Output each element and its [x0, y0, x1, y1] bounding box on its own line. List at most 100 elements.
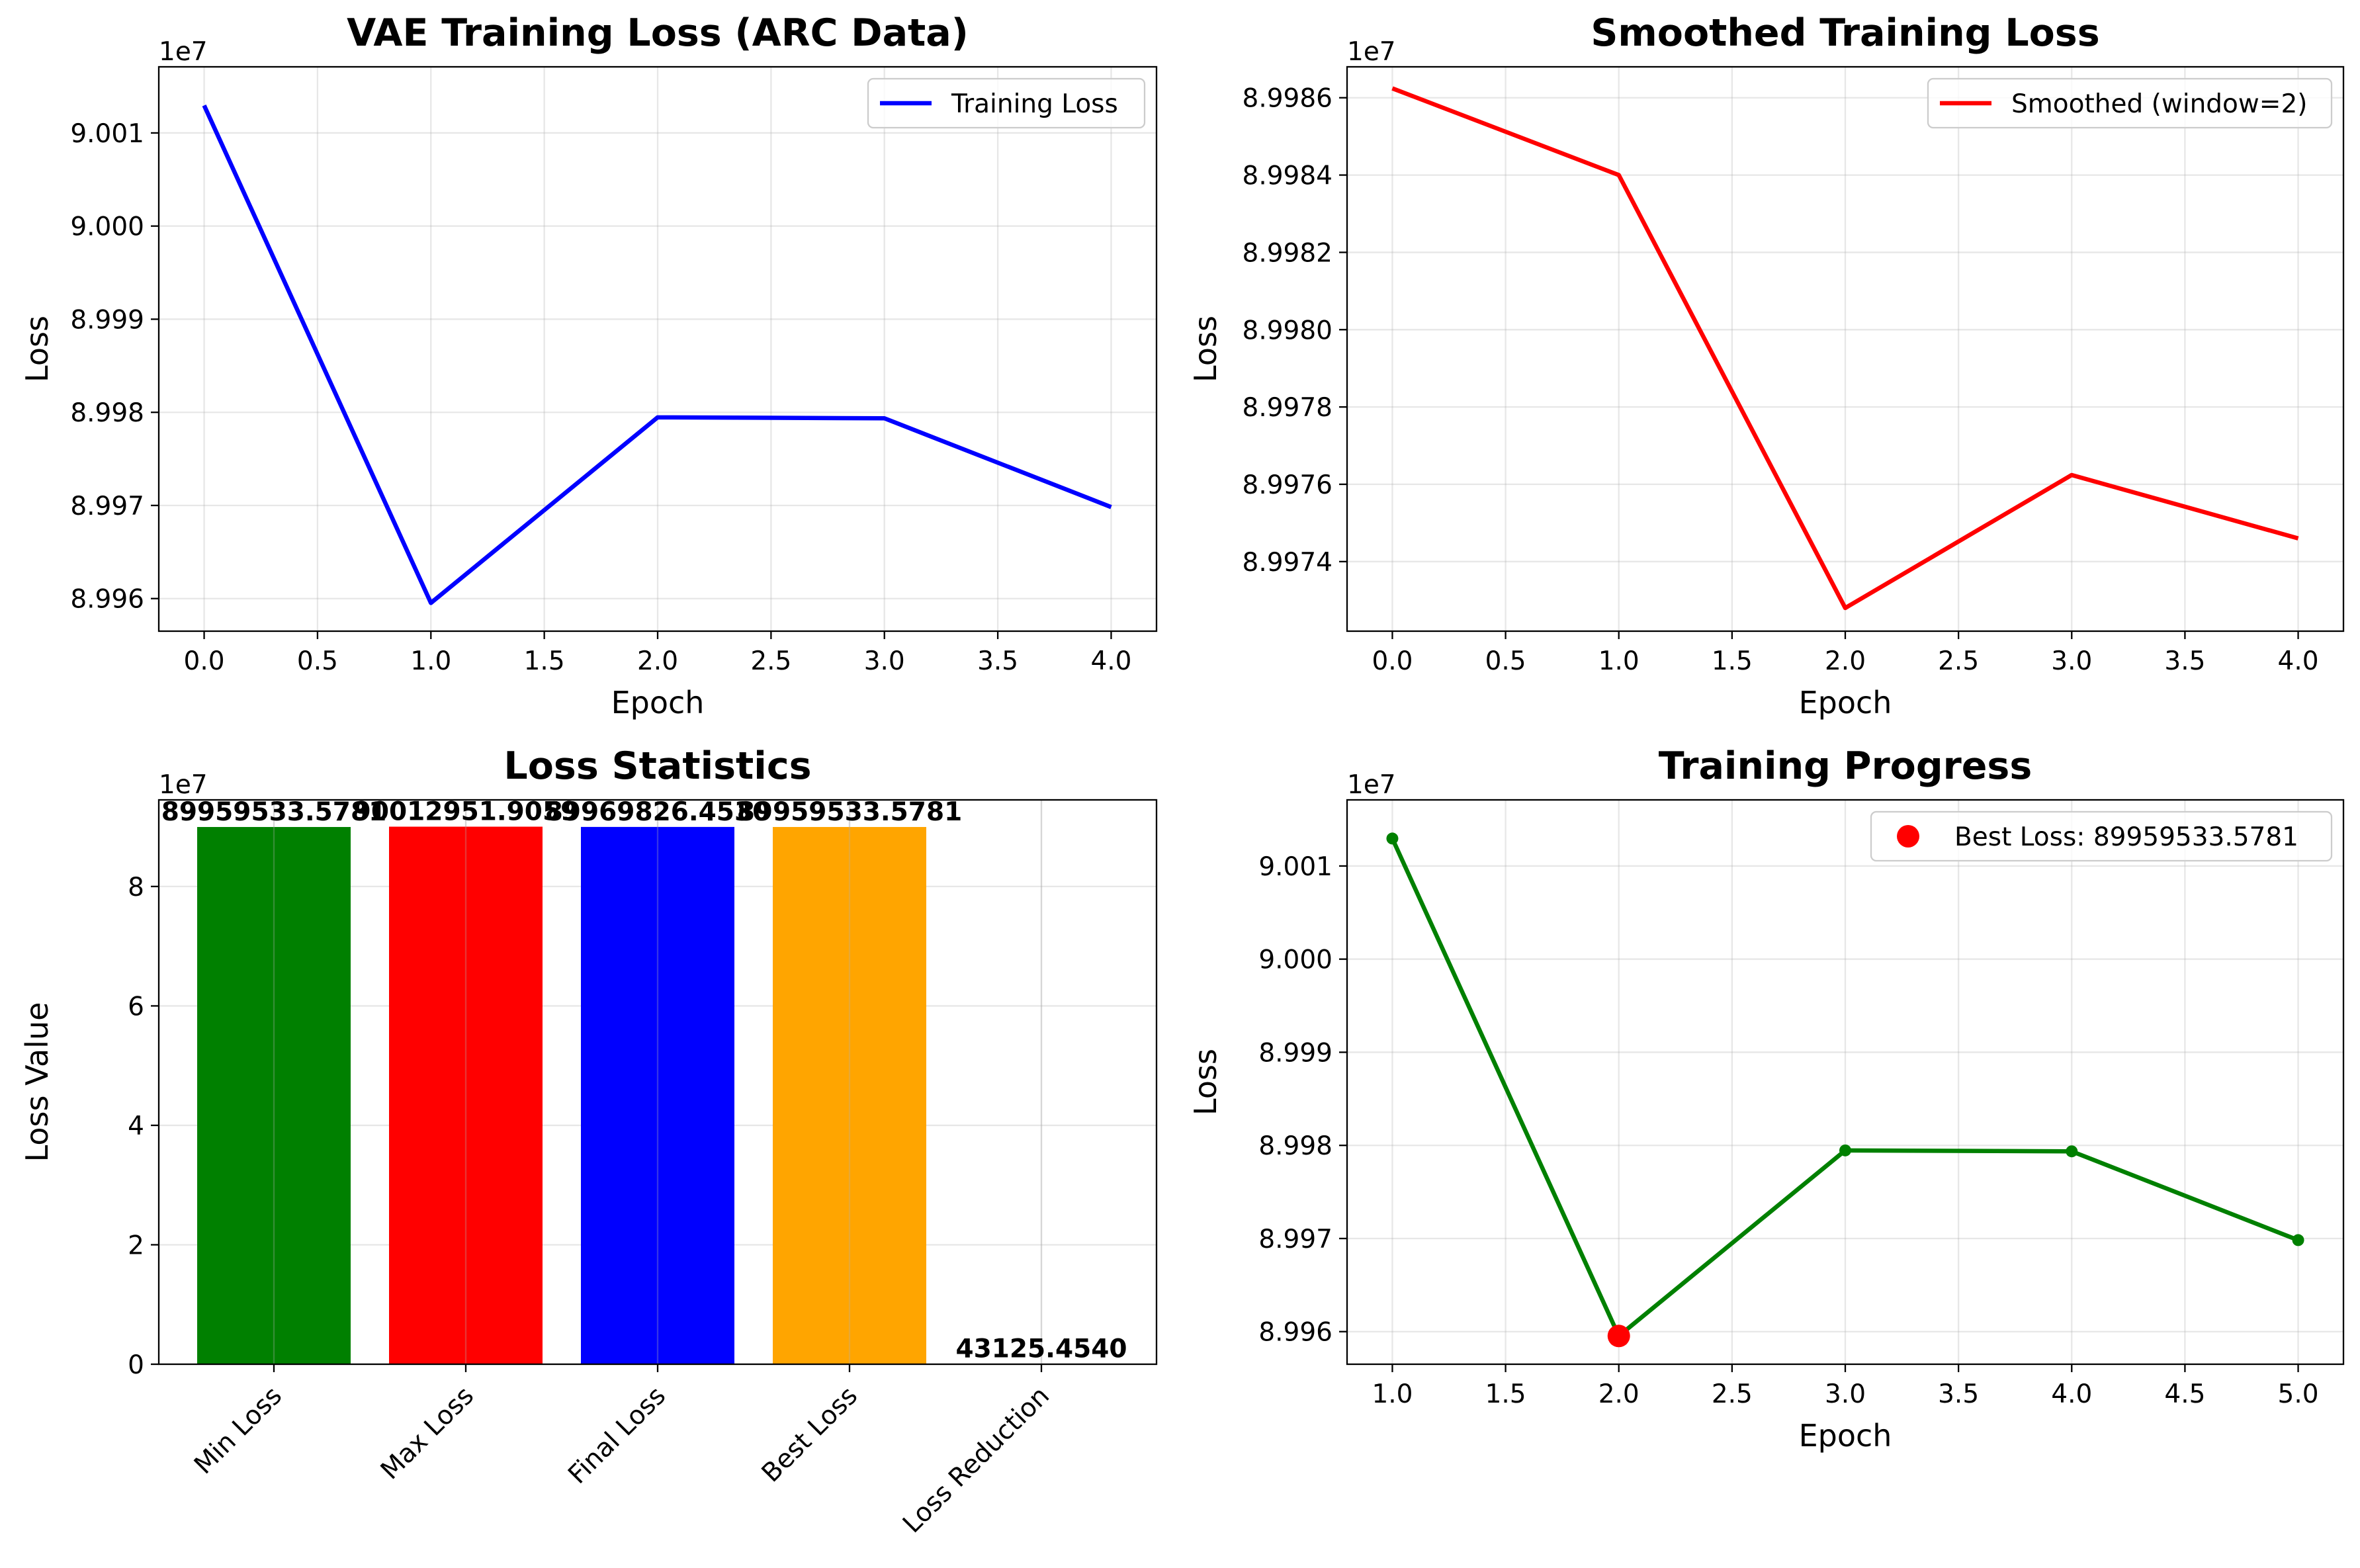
y-offset-text: 1e7: [159, 770, 208, 800]
x-tick-label: 0.5: [297, 646, 338, 676]
bar-best-loss: [773, 826, 926, 1364]
x-tick-label: 1.0: [410, 646, 451, 676]
legend: Best Loss: 89959533.5781: [1870, 810, 2333, 862]
y-tick-label: 8.999: [70, 305, 144, 335]
x-tick-label: 0.5: [1485, 646, 1526, 676]
y-tick-label: 8.999: [1258, 1038, 1333, 1068]
x-tick-label: 1.5: [1485, 1379, 1526, 1409]
y-tick-label: 8.996: [70, 585, 144, 615]
x-tick-label: 2.0: [637, 646, 678, 676]
x-tick-label: 2.5: [750, 646, 791, 676]
x-tick-label: 1.0: [1372, 1379, 1413, 1409]
y-tick-label: 8.998: [70, 398, 144, 428]
bar-value-label: 43125.4540: [955, 1334, 1127, 1364]
y-tick-label: 8.997: [1258, 1225, 1333, 1254]
y-tick-label: 9.000: [1258, 945, 1333, 975]
y-tick-label: 0: [128, 1350, 144, 1380]
x-axis-label: Epoch: [1799, 685, 1892, 720]
x-tick-label: 3.0: [1825, 1379, 1866, 1409]
series-line: [1391, 86, 2299, 611]
legend-marker: [1897, 825, 1919, 848]
legend-box: [867, 77, 1146, 129]
chart-title: Loss Statistics: [503, 744, 811, 788]
chart-1: 0.0 0.5 1.0 1.5 2.0 2.5 3.0 3.5 4.0 Epoch 8.996 8.9…: [19, 11, 1158, 720]
legend: Training Loss: [867, 77, 1146, 129]
legend-label: Smoothed (window=2): [2011, 89, 2308, 119]
bar-value-label: 89959533.5781: [737, 797, 962, 827]
x-tick-label: 3.5: [1938, 1379, 1979, 1409]
y-tick-label: 9.000: [70, 212, 144, 242]
y-axis-label: Loss: [1188, 316, 1223, 382]
y-tick-label: 8.997: [70, 492, 144, 521]
x-tick-label: 0.0: [184, 646, 225, 676]
y-offset-text: 1e7: [1347, 37, 1396, 67]
bar-min-loss: [197, 826, 351, 1364]
legend-label: Training Loss: [951, 89, 1118, 119]
x-tick-label: 0.0: [1372, 646, 1413, 676]
bar-max-loss: [389, 826, 543, 1364]
x-tick-label: 2.5: [1938, 646, 1979, 676]
x-tick-label: 1.5: [1712, 646, 1753, 676]
x-tick-label: 1.5: [524, 646, 565, 676]
y-tick-label: 8.9976: [1243, 470, 1333, 500]
y-axis-label: Loss: [1188, 1049, 1223, 1115]
bar-value-label: 89959533.5781: [161, 797, 386, 827]
y-axis-label: Loss Value: [19, 1002, 55, 1162]
x-tick-label: 2.0: [1598, 1379, 1639, 1409]
y-tick-label: 4: [128, 1111, 144, 1141]
x-tick-label: 4.5: [2164, 1379, 2205, 1409]
x-tick-label: 3.5: [977, 646, 1018, 676]
x-tick-label: 1.0: [1598, 646, 1639, 676]
chart-title: VAE Training Loss (ARC Data): [347, 11, 969, 55]
x-tick-label: 2.0: [1825, 646, 1866, 676]
legend-box: [1927, 77, 2333, 129]
x-tick-label: Loss Reduction: [897, 1381, 1055, 1539]
x-tick-label: 4.0: [2051, 1379, 2092, 1409]
x-tick-label: 3.5: [2164, 646, 2205, 676]
best-loss-marker: [1607, 1325, 1630, 1348]
x-tick-label: Best Loss: [756, 1381, 863, 1488]
data-point: [1386, 832, 1399, 845]
data-point: [2066, 1145, 2078, 1158]
x-tick-label: 2.5: [1712, 1379, 1753, 1409]
y-tick-label: 8.9982: [1243, 238, 1333, 268]
y-tick-label: 8.9984: [1243, 161, 1333, 191]
y-tick-label: 8.9978: [1243, 393, 1333, 423]
x-tick-label: Min Loss: [189, 1381, 288, 1480]
y-tick-label: 8.9986: [1243, 84, 1333, 114]
y-tick-label: 6: [128, 992, 144, 1022]
y-tick-label: 9.001: [1258, 852, 1333, 882]
x-tick-label: 4.0: [2278, 646, 2319, 676]
chart-2: 0.0 0.5 1.0 1.5 2.0 2.5 3.0 3.5 4.0 Epoch 8.9974 8.…: [1188, 11, 2345, 720]
chart-3: 89959533.578190012951.905989969826.45308…: [19, 744, 1158, 1539]
legend: Smoothed (window=2): [1927, 77, 2333, 129]
chart-title: Smoothed Training Loss: [1591, 11, 2099, 55]
y-tick-label: 2: [128, 1231, 144, 1260]
x-tick-label: 3.0: [2051, 646, 2092, 676]
y-offset-text: 1e7: [159, 37, 208, 67]
x-axis-label: Epoch: [611, 685, 705, 720]
chart-title: Training Progress: [1659, 744, 2032, 788]
series-line: [202, 105, 1112, 605]
y-tick-label: 8.998: [1258, 1131, 1333, 1161]
x-tick-label: 4.0: [1090, 646, 1131, 676]
x-tick-label: Max Loss: [375, 1381, 480, 1485]
y-tick-label: 8.9974: [1243, 548, 1333, 578]
y-tick-label: 8.9980: [1243, 316, 1333, 345]
x-tick-label: 5.0: [2278, 1379, 2319, 1409]
y-tick-label: 8.996: [1258, 1318, 1333, 1348]
x-tick-label: Final Loss: [562, 1381, 672, 1490]
y-offset-text: 1e7: [1347, 770, 1396, 800]
data-point: [2292, 1234, 2304, 1246]
y-tick-label: 9.001: [70, 119, 144, 149]
bar-value-label: 89969826.4530: [545, 797, 770, 827]
y-tick-label: 8: [128, 873, 144, 902]
x-axis-label: Epoch: [1799, 1418, 1892, 1454]
data-point: [1839, 1144, 1851, 1156]
y-axis-label: Loss: [19, 316, 55, 382]
legend-box: [1870, 810, 2333, 862]
x-tick-label: 3.0: [864, 646, 905, 676]
bar-final-loss: [581, 826, 734, 1364]
legend-label: Best Loss: 89959533.5781: [1954, 822, 2298, 852]
